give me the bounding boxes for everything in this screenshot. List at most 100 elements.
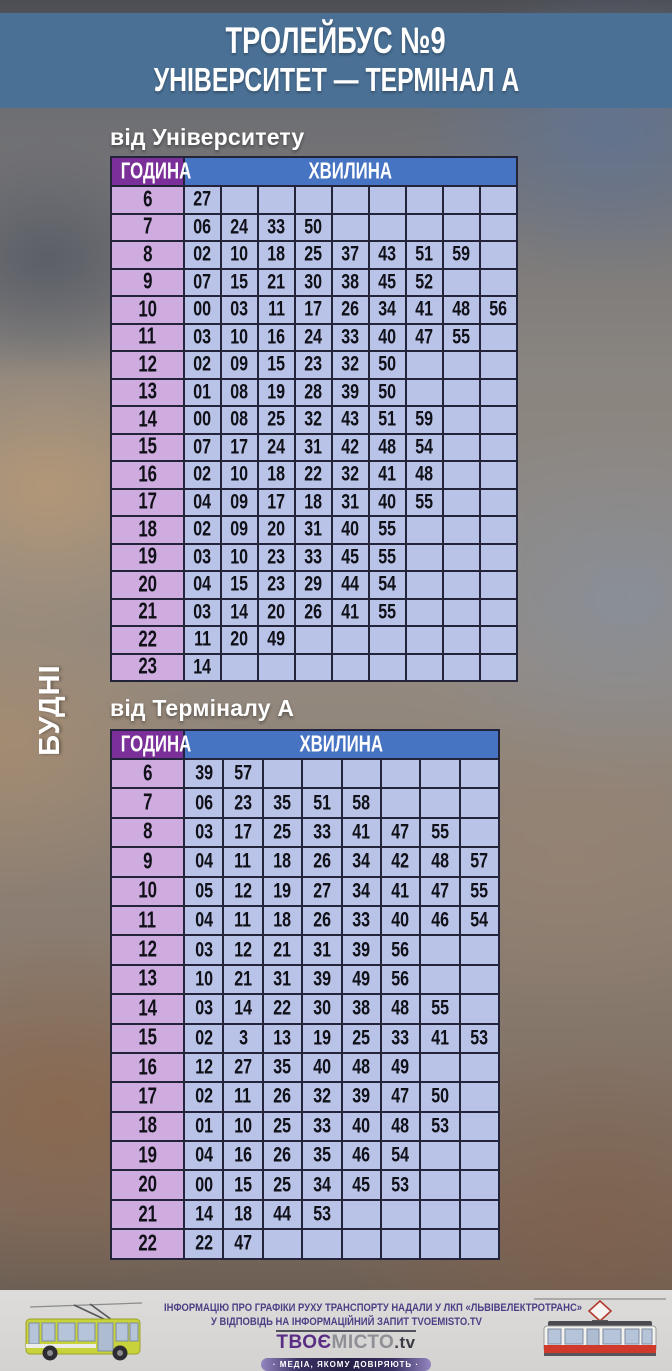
- minute-cell: 40: [301, 1051, 343, 1084]
- schedule-row: 10 00 03 11 17 26 34 41 48 56: [110, 295, 518, 325]
- minute-cell: 04: [182, 1140, 225, 1172]
- minute-cell-empty: [419, 934, 461, 966]
- header-band: ТРОЛЕЙБУС №9 УНІВЕРСИТЕТ — ТЕРМІНАЛ А: [0, 13, 672, 108]
- minute-cell: 14: [222, 993, 264, 1025]
- hour-cell: 19: [110, 542, 185, 572]
- tram-icon: [534, 1292, 666, 1367]
- minute-cell: 34: [368, 295, 407, 325]
- hour-cell: 21: [110, 1198, 185, 1231]
- minute-cell: 21: [222, 963, 264, 996]
- hour-cell: 22: [110, 625, 185, 655]
- route-title: ТРОЛЕЙБУС №9: [198, 22, 473, 60]
- minute-cell-empty: [458, 1081, 501, 1113]
- minute-cell: 51: [368, 405, 407, 435]
- minute-cell: 50: [368, 377, 407, 407]
- schedule-row: 15 02 3 13 19 25 33 41 53: [110, 1022, 501, 1054]
- minute-cell: 46: [340, 1140, 382, 1172]
- minute-cell: 48: [340, 1051, 382, 1084]
- minute-cell: 24: [257, 432, 296, 462]
- minute-cell-empty: [442, 350, 481, 380]
- table-header-row: ГОДИНА ХВИЛИНА: [110, 156, 518, 187]
- minute-cell: 32: [331, 460, 370, 490]
- minute-cell-empty: [479, 625, 518, 655]
- minute-cell: 55: [368, 542, 407, 572]
- minute-cell: 48: [442, 295, 481, 325]
- schedule-row: 14 03 14 22 30 38 48 55: [110, 993, 501, 1025]
- minute-cell: 03: [183, 322, 222, 352]
- minute-cell: 58: [340, 787, 382, 819]
- minute-cell: 28: [294, 377, 333, 407]
- schedule-row: 18 02 09 20 31 40 55: [110, 515, 518, 545]
- minute-cell-empty: [220, 185, 259, 215]
- minute-cell-empty: [257, 185, 296, 215]
- hour-cell: 18: [110, 1110, 185, 1143]
- schedule-row: 18 01 10 25 33 40 48 53: [110, 1110, 501, 1143]
- minute-cell-empty: [405, 212, 444, 242]
- minute-cell: 15: [222, 1169, 264, 1201]
- tvoemisto-tagline-ribbon: · МЕДІА, ЯКОМУ ДОВІРЯЮТЬ ·: [130, 1354, 562, 1371]
- minute-cell: 11: [222, 1081, 264, 1113]
- minute-cell-empty: [479, 432, 518, 462]
- minute-cell: 41: [419, 1022, 461, 1054]
- hour-cell: 9: [110, 267, 185, 297]
- minute-cell-empty: [405, 652, 444, 682]
- minute-cell: 31: [331, 487, 370, 517]
- minute-cell-empty: [331, 185, 370, 215]
- minute-cell: 17: [220, 432, 259, 462]
- section-label-from-university: від Університету: [110, 124, 305, 150]
- minute-cell: 40: [331, 515, 370, 545]
- hour-cell: 11: [110, 904, 185, 937]
- schedule-row: 22 22 47: [110, 1228, 501, 1260]
- minute-cell: 40: [379, 904, 422, 937]
- minute-cell: 02: [183, 460, 222, 490]
- minute-cell: 51: [405, 240, 444, 270]
- hour-cell: 16: [110, 460, 185, 490]
- minute-cell: 53: [301, 1198, 343, 1231]
- minute-cell: 53: [379, 1169, 422, 1201]
- minute-cell-empty: [379, 757, 422, 790]
- minute-cell: 22: [294, 460, 333, 490]
- minute-cell-empty: [340, 1228, 382, 1260]
- minute-cell: 41: [368, 460, 407, 490]
- minute-cell-empty: [419, 1198, 461, 1231]
- minute-cell: 56: [479, 295, 518, 325]
- schedule-row: 21 14 18 44 53: [110, 1198, 501, 1231]
- minute-cell: 18: [257, 240, 296, 270]
- minute-cell-empty: [479, 487, 518, 517]
- minute-cell: 18: [261, 846, 304, 878]
- minute-cell-empty: [405, 570, 444, 600]
- hour-cell: 14: [110, 405, 185, 435]
- minute-cell-empty: [220, 652, 259, 682]
- minute-cell: 25: [261, 1169, 304, 1201]
- minute-cell: 50: [294, 212, 333, 242]
- minute-cell-empty: [405, 377, 444, 407]
- minute-cell: 47: [379, 816, 422, 849]
- minute-cell-empty: [419, 1169, 461, 1201]
- minute-cell: 31: [261, 963, 304, 996]
- minute-cell: 48: [368, 432, 407, 462]
- minute-cell-empty: [458, 934, 501, 966]
- minute-cell: 11: [222, 904, 264, 937]
- minute-cell: 11: [222, 846, 264, 878]
- minute-cell: 27: [183, 185, 222, 215]
- minute-cell: 53: [419, 1110, 461, 1143]
- minute-cell-empty: [405, 515, 444, 545]
- minute-cell: 54: [368, 570, 407, 600]
- minute-cell-empty: [368, 625, 407, 655]
- hour-cell: 10: [110, 875, 185, 907]
- hour-cell: 13: [110, 963, 185, 996]
- schedule-row: 9 04 11 18 26 34 42 48 57: [110, 846, 501, 878]
- minute-cell: 47: [379, 1081, 422, 1113]
- minute-cell: 41: [379, 875, 422, 907]
- credits-line-1: ІНФОРМАЦІЮ ПРО ГРАФІКИ РУХУ ТРАНСПОРТУ Н…: [164, 1302, 583, 1314]
- minute-cell: 00: [182, 1169, 225, 1201]
- minute-cell: 33: [379, 1022, 422, 1054]
- minute-cell: 41: [340, 816, 382, 849]
- route-endpoints-text: УНІВЕРСИТЕТ — ТЕРМІНАЛ А: [153, 60, 519, 99]
- hour-cell: 23: [110, 652, 185, 682]
- minute-column-header: ХВИЛИНА: [183, 156, 518, 187]
- minute-cell: 23: [294, 350, 333, 380]
- hour-cell: 12: [110, 350, 185, 380]
- minute-cell-empty: [405, 625, 444, 655]
- minute-cell: 05: [182, 875, 225, 907]
